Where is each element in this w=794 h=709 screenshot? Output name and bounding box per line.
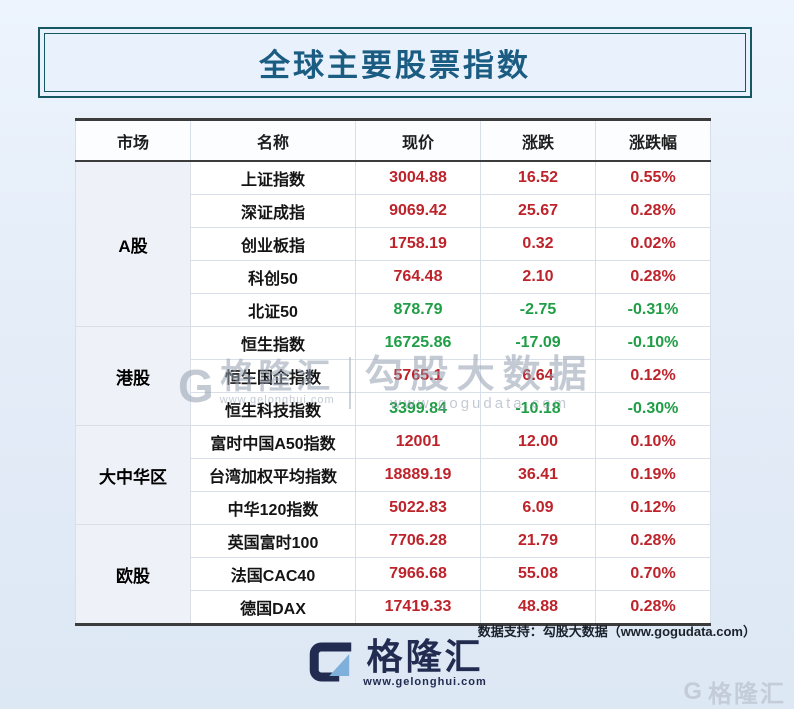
name-cell: 德国DAX: [190, 590, 356, 625]
table-row: 港股 恒生指数 16725.86 -17.09 -0.10%: [75, 326, 711, 426]
name-cell: 恒生科技指数: [190, 392, 356, 426]
price-cell: 5765.1: [355, 359, 481, 393]
table-row: 台湾加权平均指数 18889.19 36.41 0.19%: [76, 458, 711, 492]
change-cell: 21.79: [480, 524, 596, 558]
name-cell: 创业板指: [190, 227, 356, 261]
column-header-market: 市场: [75, 118, 191, 162]
percent-cell: 0.70%: [595, 557, 711, 591]
table-row: 法国CAC40 7966.68 55.08 0.70%: [76, 557, 711, 591]
market-group-cell: 欧股: [75, 524, 191, 625]
column-header-name: 名称: [190, 118, 356, 162]
index-table-wrap: 市场 名称 现价 涨跌 涨跌幅 A股 上证指数 3004.88 16.52 0.55% 深…: [75, 118, 711, 626]
name-cell: 英国富时100: [190, 524, 356, 558]
name-cell: 恒生国企指数: [190, 359, 356, 393]
change-cell: 2.10: [480, 260, 596, 294]
percent-cell: 0.28%: [595, 260, 711, 294]
table-row: A股 上证指数 3004.88 16.52 0.55%: [75, 160, 711, 327]
percent-cell: 0.28%: [595, 194, 711, 228]
price-cell: 7706.28: [355, 524, 481, 558]
table-row: 深证成指 9069.42 25.67 0.28%: [76, 194, 711, 228]
change-cell: -2.75: [480, 293, 596, 327]
table-row: 德国DAX 17419.33 48.88 0.28%: [76, 590, 711, 625]
percent-cell: 0.12%: [595, 491, 711, 525]
change-cell: 12.00: [480, 425, 596, 459]
name-cell: 富时中国A50指数: [190, 425, 356, 459]
name-cell: 台湾加权平均指数: [190, 458, 356, 492]
percent-cell: 0.10%: [595, 425, 711, 459]
name-cell: 法国CAC40: [190, 557, 356, 591]
table-row: 欧股 英国富时100 7706.28 21.79 0.28%: [75, 524, 711, 625]
name-cell: 深证成指: [190, 194, 356, 228]
name-cell: 科创50: [190, 260, 356, 294]
change-cell: -10.18: [480, 392, 596, 426]
change-cell: 55.08: [480, 557, 596, 591]
change-cell: 48.88: [480, 590, 596, 625]
percent-cell: 0.19%: [595, 458, 711, 492]
gelonghui-g-icon: [309, 642, 352, 682]
change-cell: 6.09: [480, 491, 596, 525]
price-cell: 1758.19: [355, 227, 481, 261]
table-header-row: 市场 名称 现价 涨跌 涨跌幅: [75, 118, 711, 162]
percent-cell: -0.31%: [595, 293, 711, 327]
percent-cell: -0.10%: [595, 326, 711, 360]
title-box: 全球主要股票指数: [38, 27, 752, 98]
market-group-cell: 港股: [75, 326, 191, 426]
price-cell: 5022.83: [355, 491, 481, 525]
market-group-cell: A股: [75, 160, 191, 327]
column-header-change: 涨跌: [480, 118, 596, 162]
table-row: 大中华区 富时中国A50指数 12001 12.00 0.10%: [75, 425, 711, 525]
corner-watermark: G 格隆汇: [683, 674, 786, 709]
percent-cell: 0.12%: [595, 359, 711, 393]
change-cell: 25.67: [480, 194, 596, 228]
price-cell: 764.48: [355, 260, 481, 294]
column-header-percent: 涨跌幅: [595, 118, 711, 162]
market-group-cell: 大中华区: [75, 425, 191, 525]
price-cell: 3399.84: [355, 392, 481, 426]
percent-cell: 0.02%: [595, 227, 711, 261]
change-cell: 16.52: [480, 160, 596, 195]
title-box-inner-border: 全球主要股票指数: [44, 33, 746, 92]
name-cell: 恒生指数: [190, 326, 356, 360]
page-title: 全球主要股票指数: [259, 48, 531, 83]
index-table-body: A股 上证指数 3004.88 16.52 0.55% 深证成指 9069.42 25.67 0…: [75, 160, 711, 625]
brand-url: www.gelonghui.com: [363, 676, 487, 688]
percent-cell: 0.55%: [595, 160, 711, 195]
change-cell: -17.09: [480, 326, 596, 360]
change-cell: 6.64: [480, 359, 596, 393]
table-row: 科创50 764.48 2.10 0.28%: [76, 260, 711, 294]
price-cell: 9069.42: [355, 194, 481, 228]
price-cell: 17419.33: [355, 590, 481, 625]
change-cell: 36.41: [480, 458, 596, 492]
table-row: 创业板指 1758.19 0.32 0.02%: [76, 227, 711, 261]
change-cell: 0.32: [480, 227, 596, 261]
name-cell: 中华120指数: [190, 491, 356, 525]
corner-g-icon: G: [683, 677, 704, 705]
price-cell: 878.79: [355, 293, 481, 327]
price-cell: 16725.86: [355, 326, 481, 360]
percent-cell: 0.28%: [595, 524, 711, 558]
percent-cell: 0.28%: [595, 590, 711, 625]
price-cell: 12001: [355, 425, 481, 459]
data-support-note: 数据支持：勾股大数据（www.gogudata.com）: [477, 624, 756, 639]
table-row: 中华120指数 5022.83 6.09 0.12%: [76, 491, 711, 525]
price-cell: 3004.88: [355, 160, 481, 195]
name-cell: 上证指数: [190, 160, 356, 195]
table-row: 北证50 878.79 -2.75 -0.31%: [76, 293, 711, 327]
corner-brand: 格隆汇: [708, 681, 786, 708]
price-cell: 18889.19: [355, 458, 481, 492]
brand-logo: 格隆汇 www.gelonghui.com: [307, 638, 487, 688]
price-cell: 7966.68: [355, 557, 481, 591]
column-header-price: 现价: [355, 118, 481, 162]
percent-cell: -0.30%: [595, 392, 711, 426]
name-cell: 北证50: [190, 293, 356, 327]
index-table: 市场 名称 现价 涨跌 涨跌幅 A股 上证指数 3004.88 16.52 0.55% 深…: [75, 118, 711, 626]
brand-name: 格隆汇: [366, 636, 484, 677]
table-row: 恒生科技指数 3399.84 -10.18 -0.30%: [76, 392, 711, 426]
